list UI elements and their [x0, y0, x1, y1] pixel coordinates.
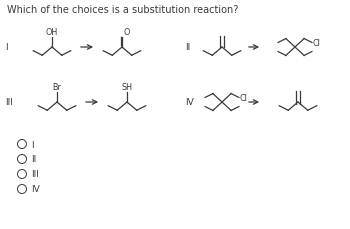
Text: I: I	[5, 43, 8, 52]
Text: O: O	[124, 28, 130, 37]
Text: III: III	[5, 98, 13, 107]
Text: Br: Br	[52, 83, 62, 92]
Text: I: I	[31, 140, 34, 149]
Text: IV: IV	[185, 98, 194, 107]
Text: IV: IV	[31, 185, 40, 194]
Text: III: III	[31, 170, 39, 179]
Text: OH: OH	[46, 28, 58, 37]
Text: SH: SH	[121, 83, 133, 92]
Text: II: II	[185, 43, 190, 52]
Text: II: II	[31, 155, 36, 164]
Text: Which of the choices is a substitution reaction?: Which of the choices is a substitution r…	[7, 5, 238, 15]
Text: CI: CI	[313, 38, 321, 47]
Text: CI: CI	[239, 93, 247, 102]
